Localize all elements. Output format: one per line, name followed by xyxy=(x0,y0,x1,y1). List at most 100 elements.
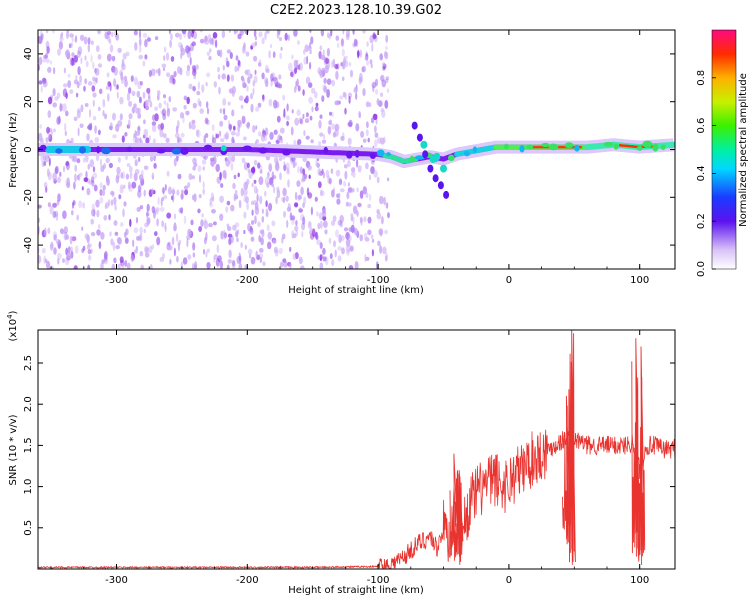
noise-blob xyxy=(322,209,327,218)
noise-blob xyxy=(92,76,96,81)
carrier-blob xyxy=(323,146,328,154)
noise-blob xyxy=(192,263,195,269)
noise-blob xyxy=(318,212,324,220)
noise-blob xyxy=(286,167,290,174)
noise-blob xyxy=(56,213,59,222)
noise-blob xyxy=(252,87,255,96)
noise-blob xyxy=(354,261,359,269)
noise-blob xyxy=(132,135,138,144)
noise-blob xyxy=(146,203,150,212)
noise-blob xyxy=(366,41,369,47)
noise-blob xyxy=(247,223,251,232)
noise-blob xyxy=(38,56,43,65)
noise-blob xyxy=(217,73,221,80)
noise-blob xyxy=(98,129,101,136)
noise-blob xyxy=(317,222,321,230)
carrier-blob xyxy=(574,144,580,152)
noise-blob xyxy=(38,217,41,224)
noise-blob xyxy=(334,249,337,258)
noise-blob xyxy=(347,121,353,127)
noise-blob xyxy=(205,251,208,258)
noise-blob xyxy=(64,130,68,137)
noise-blob xyxy=(76,81,80,89)
noise-blob xyxy=(154,231,158,237)
noise-blob xyxy=(219,171,222,181)
noise-blob xyxy=(165,52,170,61)
noise-blob xyxy=(271,171,275,181)
noise-blob xyxy=(238,263,243,269)
noise-blob xyxy=(181,189,184,195)
noise-blob xyxy=(80,57,83,65)
noise-blob xyxy=(102,98,106,108)
noise-blob xyxy=(297,139,302,145)
noise-blob xyxy=(65,110,69,117)
noise-blob xyxy=(199,174,201,183)
noise-blob xyxy=(57,257,60,265)
noise-blob xyxy=(162,133,167,139)
noise-blob xyxy=(330,220,336,226)
noise-blob xyxy=(319,132,324,137)
noise-blob xyxy=(138,156,141,163)
noise-blob xyxy=(282,187,287,197)
noise-blob xyxy=(102,110,105,117)
noise-blob xyxy=(252,80,256,87)
noise-blob xyxy=(79,34,85,41)
noise-blob xyxy=(55,238,61,245)
noise-blob xyxy=(281,237,284,244)
noise-blob xyxy=(345,244,351,253)
noise-blob xyxy=(231,259,236,267)
noise-blob xyxy=(168,96,172,103)
noise-blob xyxy=(154,113,159,122)
noise-blob xyxy=(328,177,332,185)
noise-blob xyxy=(231,109,235,117)
noise-blob xyxy=(319,220,323,229)
noise-blob xyxy=(218,130,222,137)
noise-blob xyxy=(177,138,183,144)
noise-blob xyxy=(123,184,126,189)
noise-blob xyxy=(46,46,50,54)
noise-blob xyxy=(45,137,49,143)
noise-blob xyxy=(308,220,312,228)
noise-blob xyxy=(215,163,220,173)
noise-blob xyxy=(99,188,103,197)
noise-blob xyxy=(308,230,313,235)
noise-blob xyxy=(351,167,356,173)
noise-blob xyxy=(342,30,345,35)
noise-blob xyxy=(240,187,244,197)
noise-blob xyxy=(75,75,78,80)
noise-blob xyxy=(119,69,123,76)
noise-blob xyxy=(381,62,386,67)
noise-blob xyxy=(328,237,332,244)
noise-blob xyxy=(133,227,139,234)
noise-blob xyxy=(93,184,98,192)
noise-blob xyxy=(268,50,271,59)
carrier-blob xyxy=(548,143,559,151)
noise-blob xyxy=(346,30,350,38)
x-tick-label: 100 xyxy=(630,275,649,286)
noise-blob xyxy=(220,138,225,143)
noise-blob xyxy=(367,216,372,224)
noise-blob xyxy=(325,169,330,178)
noise-blob xyxy=(59,37,64,42)
noise-blob xyxy=(327,120,331,125)
noise-blob xyxy=(360,130,365,138)
noise-blob xyxy=(136,207,141,212)
noise-blob xyxy=(109,44,114,53)
noise-blob xyxy=(331,79,335,87)
noise-blob xyxy=(365,192,369,199)
noise-blob xyxy=(226,200,231,206)
noise-blob xyxy=(176,255,179,263)
noise-blob xyxy=(90,232,96,237)
noise-blob xyxy=(169,33,173,41)
noise-blob xyxy=(239,30,244,36)
noise-blob xyxy=(235,231,239,237)
noise-blob xyxy=(45,185,48,193)
noise-blob xyxy=(317,168,322,176)
noise-blob xyxy=(144,54,148,60)
noise-blob xyxy=(221,73,226,80)
noise-blob xyxy=(84,233,90,240)
noise-blob xyxy=(90,54,93,63)
noise-blob xyxy=(347,187,353,193)
noise-blob xyxy=(132,239,135,248)
noise-blob xyxy=(89,108,91,118)
